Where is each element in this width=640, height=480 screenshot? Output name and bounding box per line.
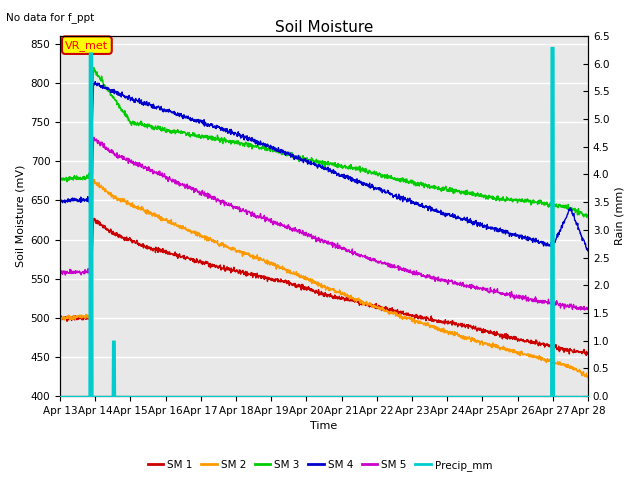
Y-axis label: Rain (mm): Rain (mm): [615, 187, 625, 245]
Text: No data for f_ppt: No data for f_ppt: [6, 12, 95, 23]
Legend: SM 1, SM 2, SM 3, SM 4, SM 5, Precip_mm: SM 1, SM 2, SM 3, SM 4, SM 5, Precip_mm: [143, 456, 497, 475]
Text: VR_met: VR_met: [65, 40, 108, 50]
X-axis label: Time: Time: [310, 421, 338, 432]
Y-axis label: Soil Moisture (mV): Soil Moisture (mV): [15, 165, 25, 267]
Title: Soil Moisture: Soil Moisture: [275, 20, 373, 35]
